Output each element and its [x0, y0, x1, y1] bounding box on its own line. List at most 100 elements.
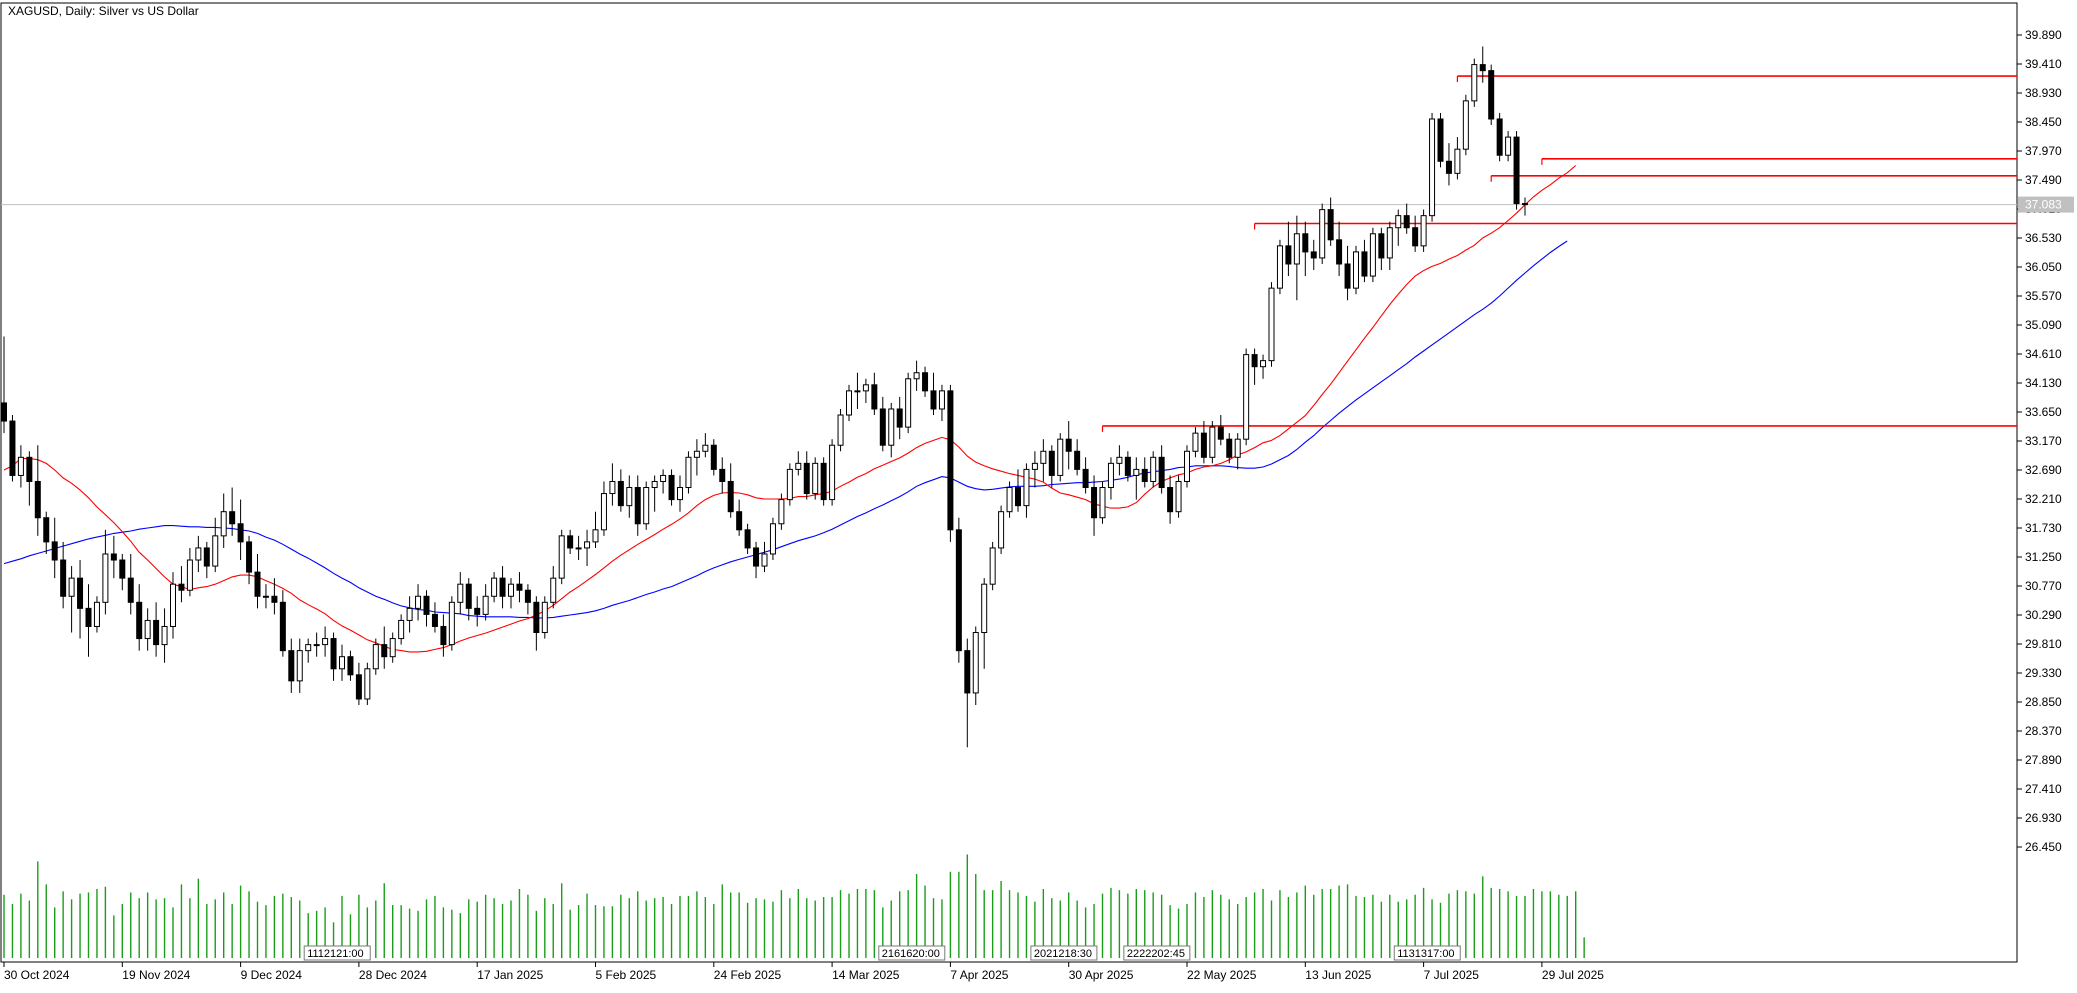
candle [144, 608, 151, 651]
candle-body [355, 674, 362, 700]
candle-body [1336, 239, 1343, 265]
candle-body [930, 390, 937, 410]
candle [964, 638, 971, 748]
candle [820, 457, 827, 506]
time-tick-label: 13 Jun 2025 [1305, 968, 1371, 982]
candle-body [144, 619, 151, 640]
candle [1403, 203, 1410, 234]
candle-body [998, 511, 1005, 549]
candle-body [34, 480, 41, 519]
time-marker-box [1030, 945, 1098, 961]
candle-body [1378, 233, 1385, 259]
candle [465, 578, 472, 621]
candle-body [1496, 118, 1503, 156]
candle-body [1285, 245, 1292, 265]
candle [1175, 475, 1182, 518]
candle-body [1395, 215, 1402, 229]
candle-body [516, 583, 523, 591]
candle-body [77, 577, 84, 609]
candle-body [102, 553, 109, 603]
candle-body [1319, 209, 1326, 259]
candle [68, 566, 75, 633]
candle-body [119, 559, 126, 579]
candle-body [1488, 70, 1495, 120]
candle [93, 596, 100, 633]
candle-body [254, 571, 261, 597]
time-tick-label: 7 Apr 2025 [950, 968, 1008, 982]
candle-body [803, 462, 810, 495]
candle-body [744, 529, 751, 549]
candle [1429, 112, 1436, 222]
price-tick-label: 39.890 [2025, 28, 2062, 42]
candle [955, 517, 962, 663]
candle [119, 553, 126, 591]
candle-body [68, 577, 75, 597]
candle [1243, 348, 1250, 446]
price-tick-label: 26.450 [2025, 840, 2062, 854]
candle-body [1403, 215, 1410, 229]
time-tick-label: 29 Jul 2025 [1542, 968, 1604, 982]
candle [1488, 64, 1495, 126]
candle [1454, 137, 1461, 180]
price-tick-label: 39.410 [2025, 57, 2062, 71]
candle [110, 535, 117, 579]
candle [339, 644, 345, 681]
candle [1124, 451, 1131, 482]
candle-body [1167, 487, 1174, 513]
candle-body [1243, 354, 1250, 440]
candle-body [567, 535, 574, 549]
candle-body [110, 553, 117, 561]
time-marker-box [303, 945, 371, 961]
candle [254, 553, 261, 609]
candle-body [9, 420, 16, 476]
candle-body [1344, 263, 1351, 289]
candle-body [1150, 456, 1157, 482]
candle [1040, 439, 1047, 482]
candle-body [955, 529, 962, 652]
candle [989, 541, 996, 591]
symbol-label: XAGUSD, Daily: Silver vs US Dollar [8, 4, 199, 18]
candle [1412, 215, 1419, 252]
candle-body [474, 607, 481, 615]
candle-body [905, 378, 912, 428]
candle [1420, 209, 1427, 252]
candle-body [1082, 468, 1089, 489]
candle-body [812, 462, 819, 495]
candle [398, 614, 405, 645]
candle-body [1361, 251, 1368, 277]
price-tick-label: 32.690 [2025, 463, 2062, 477]
time-marker-box [1393, 945, 1461, 961]
candle [685, 451, 692, 494]
candle-body [1091, 487, 1098, 519]
candle-body [203, 547, 210, 567]
candle-body [1353, 251, 1359, 289]
candle [1226, 433, 1233, 464]
candle-body [431, 613, 438, 627]
candle [778, 493, 785, 530]
candle-body [212, 535, 219, 567]
candle [761, 541, 768, 573]
candle [1167, 475, 1174, 524]
candle [837, 408, 844, 452]
candle [1293, 215, 1300, 301]
candle [584, 529, 591, 567]
candle-body [389, 638, 396, 658]
time-marker-label: 1131317:00 [1397, 948, 1454, 960]
candle-body [482, 595, 489, 615]
candle-body [279, 601, 286, 652]
price-tick-label: 29.810 [2025, 637, 2062, 651]
candle-body [491, 577, 498, 597]
candle [26, 451, 33, 506]
candle-body [558, 535, 565, 579]
candle-body [322, 638, 329, 646]
candle-body [17, 456, 24, 476]
candle-body [1040, 450, 1047, 464]
candle [237, 499, 244, 561]
candle-body [271, 595, 278, 603]
candle [1336, 221, 1343, 277]
price-tick-label: 30.770 [2025, 579, 2062, 593]
candle [769, 517, 776, 561]
candle-body [415, 595, 422, 609]
